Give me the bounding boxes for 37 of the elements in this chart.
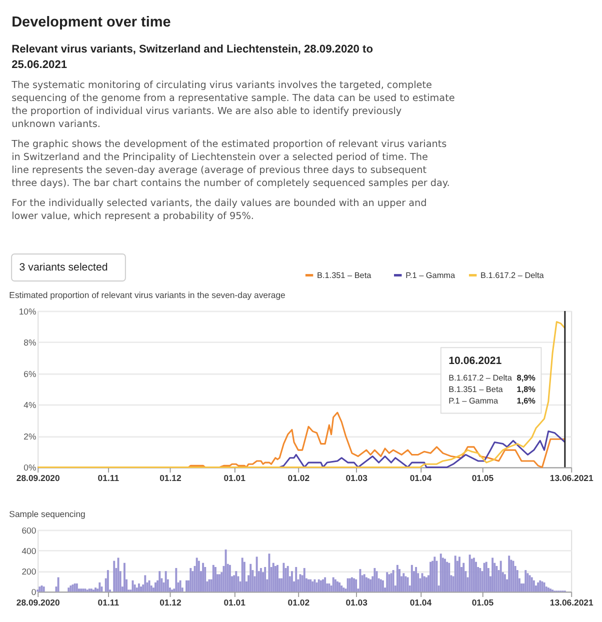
y-tick-label: 8% [24, 338, 36, 348]
x-tick-label: 01.01 [224, 473, 246, 484]
x-tick-label: 13.06.2021 [550, 598, 594, 608]
y-axis-title: Sample sequencing [9, 508, 86, 519]
y-tick-label: 200 [22, 566, 36, 576]
y-tick-label: 10% [18, 306, 36, 316]
y-tick-label: 2% [24, 431, 36, 442]
x-tick-label: 01.11 [98, 598, 120, 608]
x-tick-label: 01.02 [288, 598, 310, 608]
x-tick-label: 28.09.2020 [16, 598, 60, 608]
text: For the individually selected variants, the daily values are bounded with an upper and lower value, which represent a probability of 95%. [12, 198, 427, 222]
x-tick-label: 01.12 [160, 473, 182, 484]
x-tick-label: 01.01 [224, 598, 246, 608]
x-tick-label: 01.11 [98, 473, 120, 484]
y-tick-label: 0 [31, 587, 36, 598]
x-tick-label: 01.03 [346, 598, 368, 608]
x-tick-label: 01.02 [288, 473, 310, 484]
y-tick-label: 400 [22, 546, 36, 556]
y-tick-label: 4% [24, 400, 36, 410]
y-tick-label: 0% [24, 462, 36, 473]
x-tick-label: 01.03 [346, 473, 368, 484]
y-axis-title: Estimated proportion of relevant virus variants in the seven-day average [9, 290, 286, 300]
x-tick-label: 01.12 [160, 598, 182, 608]
x-tick-label: 01.04 [410, 598, 432, 608]
x-tick-label: 01.04 [410, 473, 432, 484]
x-tick-label: 01.05 [472, 473, 494, 484]
annotation: 10.06.2021 [448, 355, 502, 368]
text: The graphic shows the development of the estimated proportion of relevant virus variants in Switzerland and the Principality of Liechtenstein over a selected period of time. The line represents the seven-day average (average of previous three days to subsequent three days). The bar chart contains the number of completely sequenced samples per day. [10, 138, 450, 190]
y-tick-label: 600 [22, 525, 36, 536]
x-tick-label: 13.06.2021 [550, 473, 594, 484]
text: 3 variants selected [19, 261, 108, 274]
y-tick-label: 6% [24, 368, 36, 379]
x-tick-label: 01.05 [472, 598, 494, 608]
text: The systematic monitoring of circulating virus variants involves the targeted, complete sequencing of the genome from a representative sample. The data can be used to estimate the proportion of individual virus variants. We are also able to identify previously unknown variants. [10, 80, 455, 130]
x-tick-label: 28.09.2020 [16, 473, 60, 484]
chart-title: Development over time [12, 14, 171, 30]
chart-subtitle: Relevant virus variants, Switzerland and Liechtenstein, 28.09.2020 to 25.06.2021 [12, 43, 374, 71]
